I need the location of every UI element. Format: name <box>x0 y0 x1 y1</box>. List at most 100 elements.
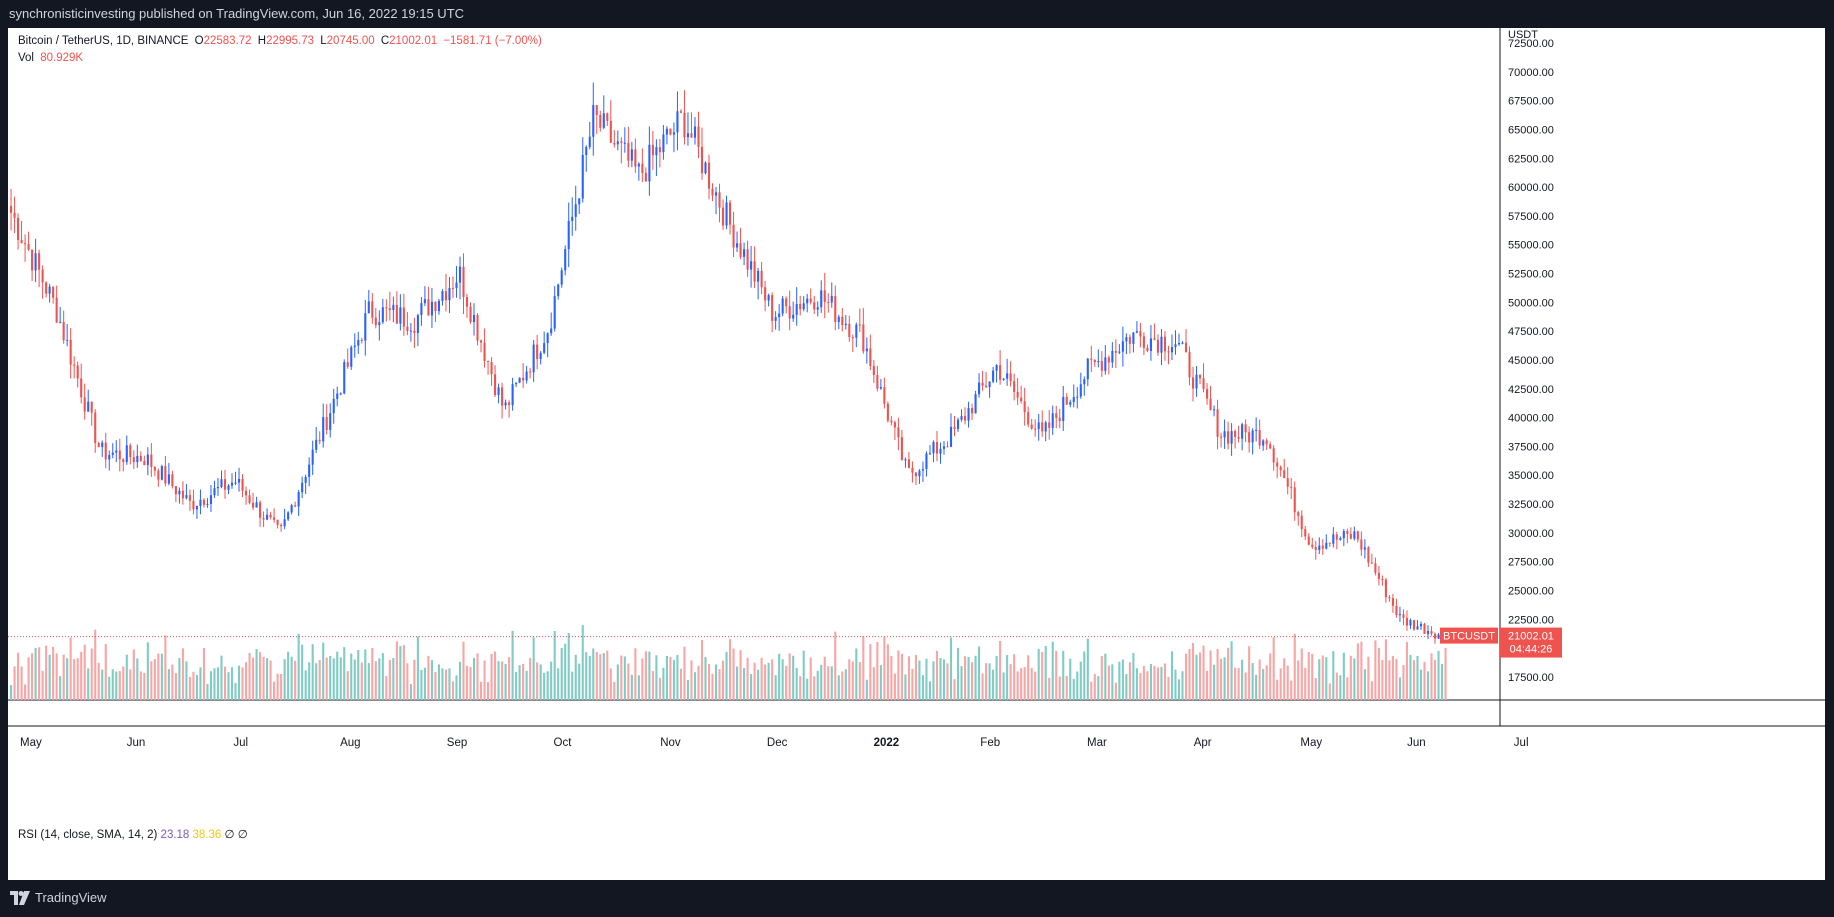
volume-bar <box>1135 668 1138 700</box>
y-tick-label: 37500.00 <box>1508 441 1554 453</box>
candle-body <box>788 306 791 319</box>
candle-body <box>886 403 889 421</box>
candle-body <box>1163 336 1167 352</box>
volume-bar <box>1311 653 1314 700</box>
candle-body <box>357 339 360 346</box>
volume-bar <box>1023 667 1026 700</box>
candle-body <box>781 298 784 314</box>
volume-bar <box>525 670 528 700</box>
candle-body <box>290 505 293 513</box>
brand[interactable]: TradingView <box>10 890 107 905</box>
volume-bar <box>1230 641 1233 700</box>
candle-body <box>820 290 823 308</box>
volume-bar <box>304 670 307 700</box>
volume-bar <box>581 625 584 700</box>
volume-bar <box>392 658 395 700</box>
candle-body <box>153 466 156 471</box>
volume-bar <box>588 655 591 700</box>
candle-body <box>536 344 539 359</box>
candle-body <box>567 220 570 250</box>
volume-bar <box>1437 650 1440 700</box>
volume-label[interactable]: Vol <box>18 52 34 64</box>
candle-body <box>283 519 286 527</box>
volume-bar <box>497 661 500 700</box>
volume-bar <box>939 657 942 700</box>
candle-body <box>1297 512 1300 516</box>
candle-body <box>746 249 749 270</box>
volume-bar <box>743 668 746 700</box>
volume-bar <box>371 648 374 700</box>
candle-body <box>574 204 577 217</box>
volume-bar <box>80 651 83 700</box>
volume-bar <box>139 671 142 700</box>
volume-bar <box>52 646 55 700</box>
volume-bar <box>1107 665 1110 700</box>
volume-bar <box>220 655 223 700</box>
volume-bar <box>1083 651 1086 700</box>
volume-bar <box>729 639 732 700</box>
volume-bar <box>213 668 216 700</box>
candle-body <box>157 470 160 480</box>
volume-bar <box>434 671 437 700</box>
candle-body <box>413 330 416 333</box>
candle-body <box>339 393 342 395</box>
volume-bar <box>546 671 549 700</box>
candle-body <box>1423 623 1426 634</box>
volume-bar <box>1034 671 1037 700</box>
candle-body <box>865 348 868 352</box>
volume-bar <box>136 658 139 700</box>
volume-bar <box>1195 654 1198 700</box>
x-tick-label: 2022 <box>874 737 900 749</box>
volume-bar <box>522 663 525 700</box>
candle-body <box>206 503 209 505</box>
volume-bar <box>17 652 20 700</box>
candle-body <box>118 450 121 460</box>
volume-value: 80.929K <box>40 52 84 64</box>
volume-bar <box>1016 671 1019 700</box>
volume-bar <box>981 673 984 700</box>
volume-bar <box>511 630 514 700</box>
volume-bar <box>171 664 174 700</box>
candle-body <box>1276 462 1279 467</box>
rsi-label[interactable]: RSI (14, close, SMA, 14, 2) <box>18 829 158 841</box>
volume-bar <box>160 653 163 700</box>
volume-bar <box>946 663 949 700</box>
volume-bar <box>34 647 37 700</box>
volume-bar <box>244 662 248 700</box>
volume-bar <box>1069 658 1072 700</box>
volume-bar <box>101 669 104 700</box>
volume-bar <box>90 648 93 700</box>
candle-body <box>364 313 367 341</box>
candle-body <box>346 362 349 367</box>
candle-body <box>1335 534 1338 540</box>
candle-body <box>718 192 721 208</box>
candle-body <box>378 322 381 326</box>
candle-body <box>1058 417 1061 422</box>
candle-body <box>73 364 76 366</box>
volume-bar <box>1020 668 1023 700</box>
volume-bar <box>290 656 293 700</box>
candle-body <box>571 216 574 221</box>
candle-body <box>479 340 483 343</box>
candle-body <box>132 457 135 463</box>
volume-bar <box>1220 658 1223 700</box>
symbol-title[interactable]: Bitcoin / TetherUS, 1D, BINANCE <box>18 35 189 47</box>
volume-bar <box>1153 665 1156 700</box>
volume-bar <box>690 660 693 700</box>
candle-body <box>13 212 16 218</box>
volume-bar <box>1111 664 1114 700</box>
chart-area[interactable]: USDT 72500.00 70000.00 67500.00 65000.00 6250… <box>8 28 1825 880</box>
candle-body <box>1006 373 1009 379</box>
candle-body <box>216 486 220 489</box>
candle-body <box>41 269 44 283</box>
volume-bar <box>781 659 784 700</box>
candle-body <box>1356 531 1359 540</box>
y-tick-label: 57500.00 <box>1508 211 1554 223</box>
low-value: 20745.00 <box>326 35 375 47</box>
candle-body <box>1374 563 1377 573</box>
candle-body <box>1044 422 1047 432</box>
candle-body <box>700 146 704 174</box>
x-tick-label: Dec <box>767 737 788 749</box>
volume-bar <box>658 677 661 700</box>
